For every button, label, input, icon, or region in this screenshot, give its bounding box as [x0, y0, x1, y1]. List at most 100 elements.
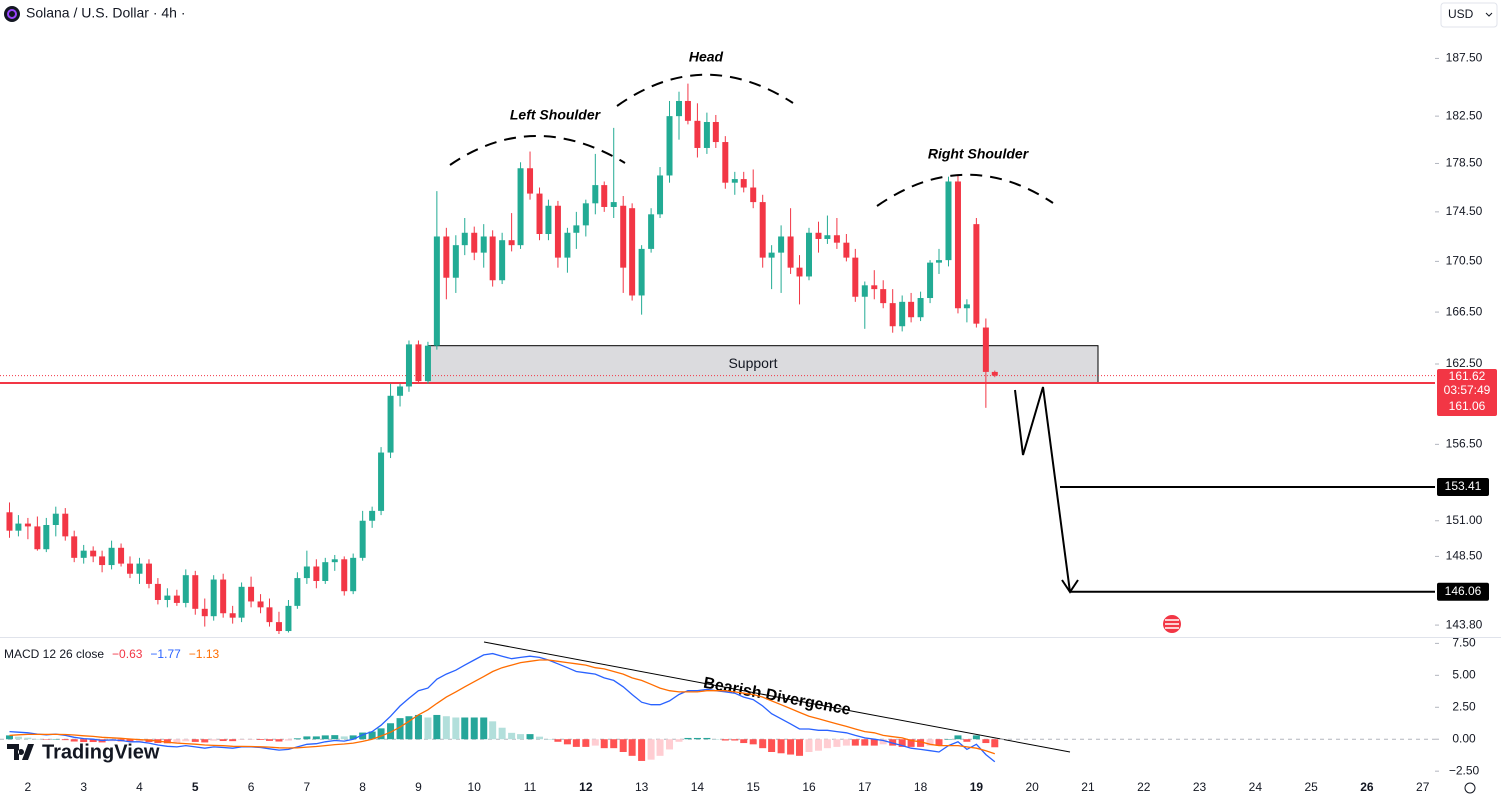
symbol-title: Solana / U.S. Dollar · 4h · [26, 5, 186, 21]
candle-body [15, 523, 22, 531]
macd-title: MACD 12 26 close [4, 647, 104, 661]
candle-body [610, 202, 617, 207]
histogram-bar [833, 739, 841, 747]
histogram-bar [656, 739, 664, 756]
currency-caret[interactable] [1485, 12, 1493, 17]
candle-body [6, 512, 13, 531]
candle-body [871, 285, 878, 290]
histogram-bar [907, 739, 915, 747]
histogram-bar [257, 739, 265, 740]
histogram-bar [582, 739, 590, 747]
left-shoulder-label: Left Shoulder [510, 107, 602, 123]
candle-body [322, 562, 329, 581]
histogram-bar [944, 739, 952, 740]
x-tick-label: 11 [524, 780, 537, 794]
candle-body [731, 179, 738, 183]
settings-icon[interactable] [1464, 782, 1476, 794]
histogram-bar [889, 739, 897, 746]
histogram-bar [805, 739, 813, 752]
candle-body [722, 142, 729, 183]
histogram-bar [470, 717, 478, 740]
histogram-bar [870, 739, 878, 746]
histogram-bar [591, 739, 599, 746]
histogram-bar [80, 739, 88, 743]
histogram-bar [982, 739, 990, 744]
histogram-bar [740, 739, 748, 744]
candle-body [991, 371, 998, 376]
candle-body [397, 386, 404, 396]
histogram-bar [721, 739, 729, 741]
x-tick-label: 9 [415, 780, 422, 794]
candle-body [313, 566, 320, 581]
histogram-bar [517, 734, 525, 740]
histogram-bar [321, 735, 329, 740]
candle-body [629, 208, 636, 296]
candle-body [517, 168, 524, 246]
candle-body [787, 236, 794, 268]
histogram-bar [954, 735, 962, 740]
histogram-bar [498, 727, 506, 740]
x-tick-label: 22 [1137, 780, 1151, 794]
histogram-bar [33, 738, 41, 740]
candle-body [471, 232, 478, 253]
histogram-bar [284, 739, 292, 741]
histogram-bar [424, 717, 432, 740]
x-tick-label: 8 [359, 780, 366, 794]
histogram-bar [842, 739, 850, 746]
candle-body [954, 181, 961, 309]
candle-body [712, 121, 719, 143]
candle-body [257, 601, 264, 608]
histogram-bar [489, 721, 497, 740]
candle-body [201, 608, 208, 617]
currency-button[interactable] [1440, 2, 1498, 28]
support-label: Support [728, 355, 777, 371]
candle-body [750, 187, 757, 203]
histogram-bar [387, 723, 395, 740]
candle-body [387, 395, 394, 453]
histogram-bar [238, 739, 246, 740]
last-price-label: 161.62 [1449, 369, 1486, 383]
event-icon-stripes[interactable] [1165, 619, 1179, 629]
x-tick-label: 18 [914, 780, 928, 794]
candle-body [657, 175, 664, 215]
histogram-bar [126, 739, 134, 743]
histogram-bar [768, 739, 776, 752]
histogram-bar [554, 739, 562, 742]
x-tick-label: 23 [1193, 780, 1207, 794]
candle-body [917, 298, 924, 318]
y-tick-label: 174.50 [1446, 204, 1483, 218]
candle-body [564, 232, 571, 258]
price-label-box [1437, 369, 1497, 417]
candle-body [443, 236, 450, 278]
histogram-bar [684, 737, 692, 740]
candle-body [378, 452, 385, 511]
histogram-bar [787, 739, 795, 755]
y-tick-label: 166.50 [1446, 304, 1483, 318]
candle-body [452, 245, 459, 278]
currency-label[interactable]: USD [1448, 7, 1474, 21]
candle-body [536, 193, 543, 235]
histogram-bar [414, 714, 422, 740]
candle-body [294, 578, 301, 606]
x-tick-label: 15 [747, 780, 761, 794]
target-label: 146.06 [1445, 584, 1482, 598]
head-label: Head [689, 49, 724, 65]
candle-body [601, 185, 608, 207]
candle-body [182, 575, 189, 603]
x-tick-label: 3 [80, 780, 87, 794]
histogram-bar [600, 739, 608, 749]
x-tick-label: 2 [25, 780, 32, 794]
histogram-bar [814, 739, 822, 751]
x-tick-label: 16 [802, 780, 816, 794]
histogram-bar [926, 739, 934, 746]
candle-body [285, 605, 292, 632]
histogram-bar [293, 738, 301, 740]
histogram-bar [917, 739, 925, 747]
candle-body [508, 240, 515, 246]
candle-body [24, 523, 31, 527]
candle-body [703, 121, 710, 148]
candle-body [740, 179, 747, 188]
candle-body [694, 120, 701, 148]
candle-body [666, 116, 673, 176]
